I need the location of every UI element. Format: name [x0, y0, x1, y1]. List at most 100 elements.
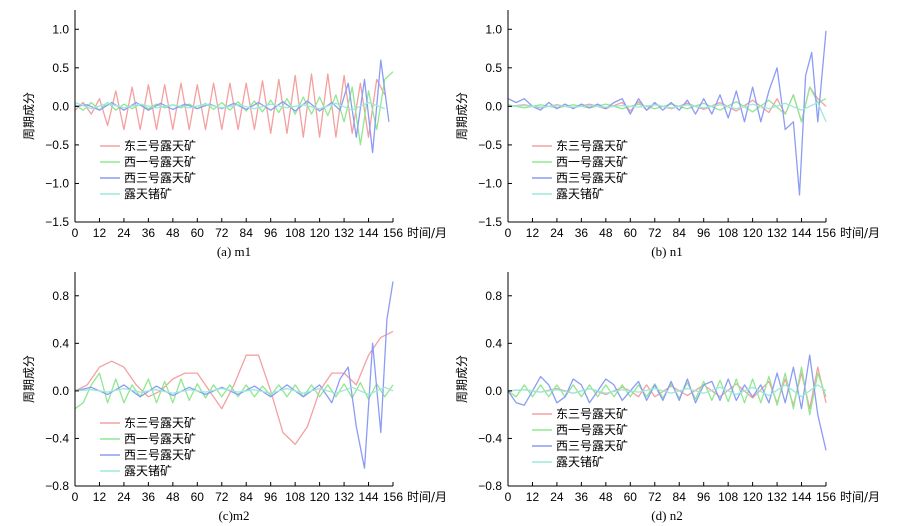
panel-caption: (a) m1: [217, 244, 251, 259]
x-tick-label: 36: [142, 226, 156, 240]
x-tick-label: 144: [792, 226, 812, 240]
y-axis-label: 周期成分: [455, 92, 469, 140]
x-axis-label: 时间/月: [407, 490, 447, 504]
series-line-1: [74, 73, 386, 138]
x-tick-label: 12: [93, 226, 107, 240]
x-tick-label: 48: [166, 226, 180, 240]
x-tick-label: 60: [624, 490, 638, 504]
x-tick-label: 132: [767, 490, 787, 504]
x-tick-label: 108: [718, 490, 738, 504]
x-tick-label: 60: [191, 490, 205, 504]
y-tick-label: 0.5: [52, 61, 69, 75]
x-axis-label: 时间/月: [840, 490, 880, 504]
x-tick-label: 12: [93, 490, 107, 504]
x-tick-label: 96: [264, 226, 278, 240]
y-axis-label: 周期成分: [455, 355, 469, 403]
x-tick-label: 60: [191, 226, 205, 240]
y-tick-label: −0.5: [478, 138, 502, 152]
x-tick-label: 0: [72, 490, 79, 504]
legend-label: 西三号露天矿: [556, 171, 628, 185]
x-tick-label: 96: [264, 490, 278, 504]
x-tick-label: 0: [505, 226, 512, 240]
x-tick-label: 12: [526, 226, 540, 240]
x-tick-label: 12: [526, 490, 540, 504]
x-tick-label: 48: [599, 490, 613, 504]
x-tick-label: 120: [743, 226, 763, 240]
panel-caption: (c)m2: [218, 508, 249, 523]
y-axis-label: 周期成分: [22, 92, 36, 140]
legend-label: 西一号露天矿: [556, 423, 628, 437]
legend-label: 露天锗矿: [124, 186, 172, 201]
x-tick-label: 108: [285, 226, 305, 240]
y-tick-label: 0.0: [52, 384, 69, 398]
x-tick-label: 84: [240, 226, 254, 240]
x-tick-label: 132: [334, 226, 354, 240]
x-tick-label: 0: [505, 490, 512, 504]
x-tick-label: 72: [215, 226, 229, 240]
panel-caption: (b) n1: [651, 244, 682, 259]
y-tick-label: 0.0: [485, 384, 502, 398]
y-tick-label: 0.4: [485, 336, 502, 350]
series-line-3: [507, 354, 827, 451]
x-tick-label: 132: [767, 226, 787, 240]
legend-label: 西三号露天矿: [124, 448, 196, 462]
legend-label: 露天锗矿: [124, 463, 172, 478]
series-line-4: [507, 101, 827, 123]
series-line-4: [74, 101, 386, 111]
chart-panel-1: 0 12 24 36 48 60 72 84 96 108 120 132 144 156 1.0 0.5 0.…: [22, 10, 447, 259]
series-line-3: [74, 281, 394, 469]
chart-panel-3: 0 12 24 36 48 60 72 84 96 108 120 132 144 156 0.8 0.4 0.…: [22, 272, 447, 523]
y-tick-label: −1.5: [45, 215, 69, 229]
series-line-4: [74, 386, 394, 396]
x-tick-label: 144: [359, 226, 379, 240]
x-tick-label: 156: [383, 490, 403, 504]
x-tick-label: 144: [359, 490, 379, 504]
x-tick-label: 156: [816, 226, 836, 240]
panel-caption: (d) n2: [651, 508, 682, 523]
x-tick-label: 36: [142, 490, 156, 504]
x-tick-label: 24: [550, 490, 564, 504]
x-tick-label: 96: [697, 226, 711, 240]
y-tick-label: 0.8: [52, 289, 69, 303]
legend-label: 西一号露天矿: [124, 155, 196, 169]
y-tick-label: 0.8: [485, 289, 502, 303]
x-tick-label: 60: [624, 226, 638, 240]
x-tick-label: 84: [673, 226, 687, 240]
x-tick-label: 24: [117, 490, 131, 504]
y-tick-label: 0.0: [52, 99, 69, 113]
chart-panel-4: 0 12 24 36 48 60 72 84 96 108 120 132 144 156 0.8 0.4 0.…: [455, 272, 880, 523]
x-axis-label: 时间/月: [407, 226, 447, 240]
x-tick-label: 156: [816, 490, 836, 504]
legend-label: 西一号露天矿: [556, 155, 628, 169]
x-tick-label: 72: [215, 490, 229, 504]
y-tick-label: −0.5: [45, 138, 69, 152]
x-tick-label: 72: [648, 490, 662, 504]
x-tick-label: 144: [792, 490, 812, 504]
x-tick-label: 156: [383, 226, 403, 240]
legend-label: 西一号露天矿: [124, 432, 196, 446]
legend-label: 西三号露天矿: [556, 439, 628, 453]
x-tick-label: 84: [240, 490, 254, 504]
y-axis-label: 周期成分: [22, 355, 36, 403]
x-axis-label: 时间/月: [840, 226, 880, 240]
y-tick-label: 1.0: [485, 22, 502, 36]
x-tick-label: 108: [718, 226, 738, 240]
y-tick-label: 0.5: [485, 61, 502, 75]
legend-label: 露天锗矿: [556, 454, 604, 469]
x-tick-label: 96: [697, 490, 711, 504]
x-tick-label: 108: [285, 490, 305, 504]
legend-label: 西三号露天矿: [124, 171, 196, 185]
x-tick-label: 0: [72, 226, 79, 240]
y-tick-label: −0.4: [478, 431, 502, 445]
x-tick-label: 72: [648, 226, 662, 240]
x-tick-label: 84: [673, 490, 687, 504]
legend-label: 东三号露天矿: [124, 139, 196, 153]
series-line-4: [507, 384, 827, 398]
chart-panel-2: 0 12 24 36 48 60 72 84 96 108 120 132 144 156 1.0 0.5 0.…: [455, 10, 880, 259]
x-tick-label: 120: [743, 490, 763, 504]
